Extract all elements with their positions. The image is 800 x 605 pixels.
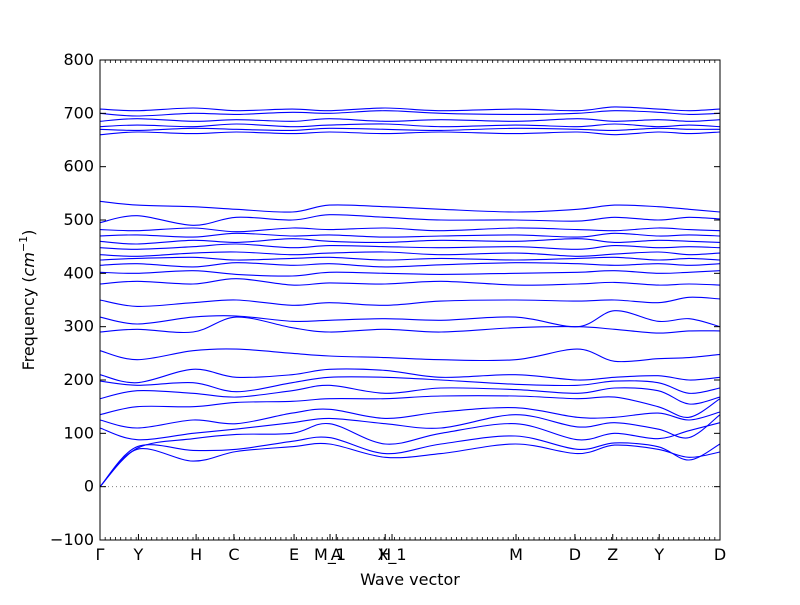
y-axis-title-close: ) [19,230,38,236]
band-line-14 [99,278,721,286]
x-tick-label: Y [653,545,664,564]
y-tick-label: 300 [63,317,94,336]
y-tick-label: 200 [63,370,94,389]
band-line-21 [99,232,721,238]
axes-frame [99,59,721,541]
band-line-30 [99,106,721,112]
y-axis-title-math: cm [19,252,38,276]
band-line-26 [99,127,721,131]
band-line-1 [99,442,721,488]
band-line-20 [99,238,721,245]
band-line-23 [99,214,721,226]
y-tick-label: 0 [84,477,94,496]
band-line-7 [99,384,721,405]
axes-frame-group [99,59,721,541]
band-line-10 [99,348,721,363]
band-line-3 [99,422,721,488]
band-line-27 [99,123,721,128]
band-line-2 [99,435,721,488]
x-tick-label: H [379,545,391,564]
band-line-9 [99,368,721,384]
y-ticks-group: −100 0 100 200 300 400 500 600 700 800 [50,50,720,549]
y-axis-title-sup: −1 [17,236,30,252]
x-tick-label: M [509,545,523,564]
x-tick-label: A [331,545,342,564]
band-line-6 [99,395,721,418]
x-tick-label: Z [607,545,618,564]
bands-group [99,106,721,488]
y-tick-label: 800 [63,50,94,69]
x-tick-label: D [569,545,581,564]
x-tick-label: Γ [96,545,105,564]
band-line-24 [99,200,721,213]
x-axis-title: Wave vector [360,570,460,589]
band-line-29 [99,110,721,117]
band-line-11 [99,316,721,334]
band-line-22 [99,227,721,233]
x-tick-label: D [714,545,726,564]
y-axis-title: Frequency (cm−1) [17,230,38,371]
y-tick-label: 700 [63,103,94,122]
band-line-17 [99,256,721,261]
x-tick-label: M_1 [314,545,346,565]
x-tick-label: C [228,545,239,564]
band-line-12 [99,310,721,328]
band-line-13 [99,296,721,307]
x-tick-label: X_1 [377,545,406,565]
y-tick-label: 400 [63,263,94,282]
x-tick-label: H [190,545,202,564]
band-line-16 [99,262,721,268]
band-line-28 [99,118,721,122]
band-line-18 [99,251,721,257]
y-tick-label: 500 [63,210,94,229]
y-tick-label: 600 [63,157,94,176]
x-tick-label: Y [133,545,144,564]
band-line-8 [99,376,721,394]
y-tick-label: 100 [63,423,94,442]
y-tick-label: −100 [50,530,94,549]
x-ticks-group: Γ Y H C E M_1A HX_1 M D Z Y D [96,60,726,565]
band-line-25 [99,131,721,136]
band-line-15 [99,270,721,277]
band-line-19 [99,243,721,250]
band-line-4 [99,414,721,441]
y-axis-title-main: Frequency ( [19,276,38,370]
band-line-5 [99,407,721,429]
x-tick-label: E [289,545,299,564]
